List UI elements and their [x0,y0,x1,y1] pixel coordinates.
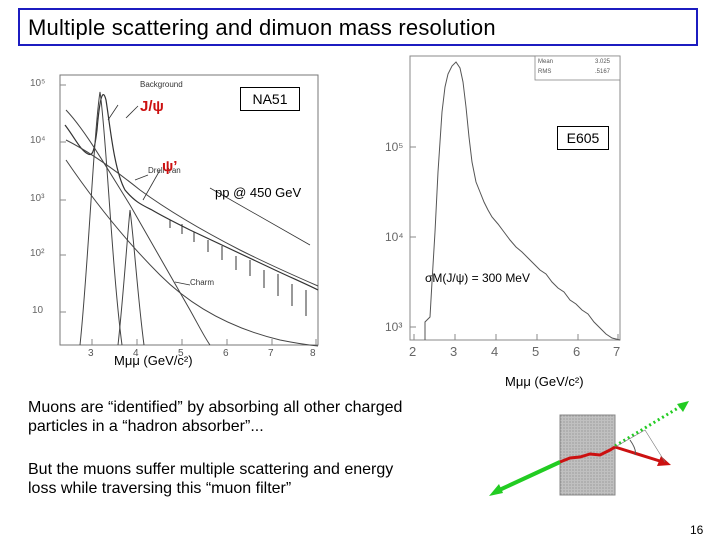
na51-xtick-5: 8 [310,348,316,359]
page-number: 16 [690,523,704,537]
na51-charm-label: Charm [190,278,215,287]
na51-background-label: Background [140,80,183,89]
na51-xtick-1: 4 [133,348,139,359]
scattered-track [559,445,616,464]
e605-label: E605 [557,126,609,150]
na51-xtick-0: 3 [88,348,94,359]
e605-plot: Mean 3.025 RMS .5167 10⁵ 10⁴ 10³ 2 3 4 5… [380,52,630,372]
e605-stats-box [534,55,621,81]
e605-x-axis-label: Mμμ (GeV/c²) [505,374,584,389]
paragraph-1: Muons are “identified” by absorbing all … [28,399,403,435]
e605-xtick-5: 7 [613,344,621,359]
na51-ytick-2: 10³ [30,193,45,204]
na51-background-curve [65,109,211,346]
na51-data-points [169,220,307,316]
na51-ytick-0: 10⁵ [30,78,46,89]
na51-xtick-2: 5 [178,348,184,359]
psiprime-label: ψ’ [162,158,178,175]
e605-xtick-0: 2 [409,344,417,359]
e605-ytick-0: 10⁵ [385,140,404,154]
na51-x-axis-label: Mμμ (GeV/c²) [114,353,193,368]
beam-label: pp @ 450 GeV [215,185,302,200]
slide-title: Multiple scattering and dimuon mass reso… [28,15,496,40]
na51-charm-curve [65,159,319,347]
na51-ytick-3: 10² [30,248,45,259]
na51-jpsi-curve [79,91,123,346]
e605-frame [409,55,621,341]
title-box: Multiple scattering and dimuon mass reso… [18,8,698,46]
na51-drell-yan-curve [65,139,319,287]
jpsi-label: J/ψ [140,98,164,115]
e605-histogram [424,61,621,341]
na51-xtick-4: 7 [268,348,274,359]
e605-ytick-1: 10⁴ [385,230,404,244]
na51-ytick-1: 10⁴ [30,135,46,146]
e605-stat-rms-value: .5167 [595,69,611,75]
e605-xtick-2: 4 [491,344,499,359]
na51-xtick-3: 6 [223,348,229,359]
e605-stat-mean-value: 3.025 [595,59,611,65]
e605-xtick-4: 6 [573,344,581,359]
e605-xtick-3: 5 [532,344,540,359]
na51-ytick-4: 10 [32,305,44,316]
e605-ytick-2: 10³ [385,320,403,334]
e605-stat-rms-name: RMS [538,69,552,75]
e605-stat-mean-name: Mean [538,59,554,65]
na51-plot: 10⁵ 10⁴ 10³ 10² 10 3 4 5 6 7 8 Backgroun… [30,70,330,370]
na51-psiprime-curve [117,209,145,346]
paragraph-2: But the muons suffer multiple scattering… [28,461,394,497]
e605-xtick-1: 3 [450,344,458,359]
resolution-label: σM(J/ψ) = 300 MeV [425,271,530,285]
na51-total-curve [64,94,319,291]
muon-absorber-diagram [485,400,695,500]
na51-label: NA51 [240,87,300,111]
na51-drell-yan-label: Drell-Yan [148,166,181,175]
